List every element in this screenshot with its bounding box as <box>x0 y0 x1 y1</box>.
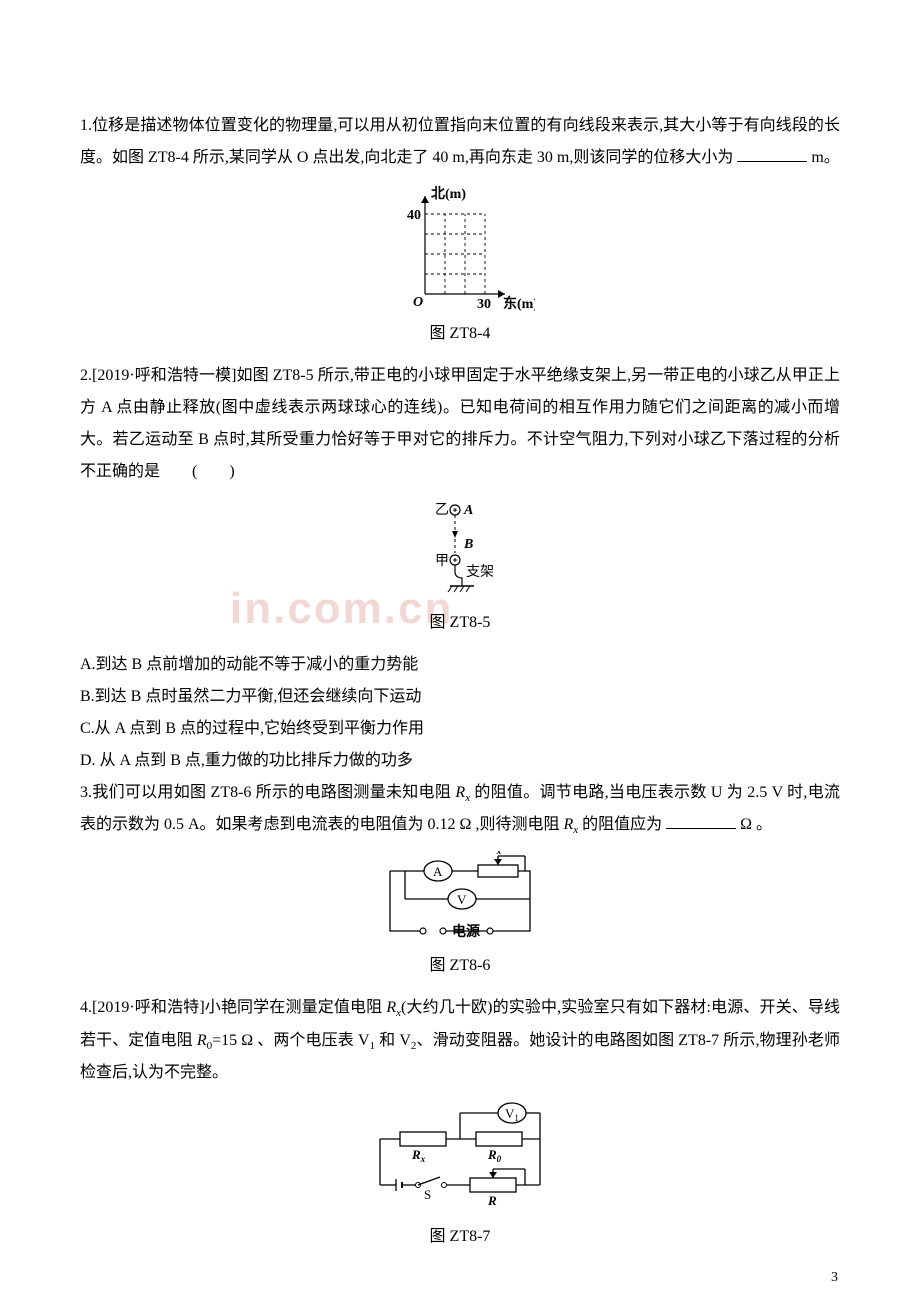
svg-text:V: V <box>457 892 467 907</box>
p4-text-d: 和 V <box>375 1032 411 1049</box>
problem-4: 4.[2019·呼和浩特]小艳同学在测量定值电阻 Rx(大约几十欧)的实验中,实… <box>80 992 840 1088</box>
svg-text:Rx: Rx <box>487 851 502 856</box>
problem-1-text: 1.位移是描述物体位置变化的物理量,可以用从初位置指向末位置的有向线段来表示,其… <box>80 117 840 166</box>
svg-text:40: 40 <box>407 208 421 223</box>
svg-text:O: O <box>413 295 423 310</box>
svg-text:A: A <box>463 503 473 518</box>
p3-text-c: 的阻值应为 <box>578 816 662 833</box>
p4-r0: R <box>197 1032 207 1049</box>
p3-text-a: 3.我们可以用如图 ZT8-6 所示的电路图测量未知电阻 <box>80 784 455 801</box>
option-2a: A.到达 B 点前增加的动能不等于减小的重力势能 <box>80 649 840 681</box>
figure-zt8-7: V1 Rx R0 S R 图 ZT8-7 <box>80 1099 840 1253</box>
option-2c: C.从 A 点到 B 点的过程中,它始终受到平衡力作用 <box>80 713 840 745</box>
figure-zt8-5: 乙 A B 甲 支架 图 ZT8-5 <box>80 498 840 639</box>
svg-text:R: R <box>487 1193 497 1208</box>
problem-2: 2.[2019·呼和浩特一模]如图 ZT8-5 所示,带正电的小球甲固定于水平绝… <box>80 360 840 488</box>
svg-text:A: A <box>433 864 443 879</box>
svg-text:S: S <box>424 1187 431 1202</box>
blank-3 <box>666 828 736 829</box>
caption-zt8-4: 图 ZT8-4 <box>80 318 840 350</box>
svg-text:Rx: Rx <box>411 1147 426 1164</box>
svg-text:电源: 电源 <box>452 923 480 940</box>
p4-text-c: =15 Ω 、两个电压表 V <box>212 1032 369 1049</box>
caption-zt8-6: 图 ZT8-6 <box>80 950 840 982</box>
problem-1-unit: m。 <box>811 149 839 166</box>
svg-text:R0: R0 <box>487 1147 502 1164</box>
caption-zt8-5: 图 ZT8-5 <box>80 607 840 639</box>
figure-zt8-4: 40 30 O 北(m) 东(m) 图 ZT8-4 <box>80 184 840 350</box>
svg-text:支架: 支架 <box>466 564 494 580</box>
svg-text:甲: 甲 <box>435 554 449 569</box>
problem-1: 1.位移是描述物体位置变化的物理量,可以用从初位置指向末位置的有向线段来表示,其… <box>80 110 840 174</box>
caption-zt8-7: 图 ZT8-7 <box>80 1221 840 1253</box>
p3-rx2: R <box>563 816 573 833</box>
option-2d: D. 从 A 点到 B 点,重力做的功比排斥力做的功多 <box>80 745 840 777</box>
figure-zt8-6: A Rx V 电源 图 ZT8-6 <box>80 851 840 982</box>
svg-text:30: 30 <box>477 297 491 312</box>
p4-rx: R <box>386 999 396 1016</box>
problem-2-text: 2.[2019·呼和浩特一模]如图 ZT8-5 所示,带正电的小球甲固定于水平绝… <box>80 367 840 480</box>
svg-text:北(m): 北(m) <box>431 186 466 202</box>
blank-1 <box>737 161 807 162</box>
svg-text:东(m): 东(m) <box>503 295 535 312</box>
p3-rx: R <box>455 784 465 801</box>
option-2b: B.到达 B 点时虽然二力平衡,但还会继续向下运动 <box>80 681 840 713</box>
svg-text:B: B <box>463 537 473 552</box>
svg-text:乙: 乙 <box>435 502 449 518</box>
p3-unit: Ω 。 <box>740 816 772 833</box>
problem-3: 3.我们可以用如图 ZT8-6 所示的电路图测量未知电阻 Rx 的阻值。调节电路… <box>80 777 840 841</box>
p4-text-a: 4.[2019·呼和浩特]小艳同学在测量定值电阻 <box>80 999 386 1016</box>
problem-2-options: A.到达 B 点前增加的动能不等于减小的重力势能 B.到达 B 点时虽然二力平衡… <box>80 649 840 777</box>
